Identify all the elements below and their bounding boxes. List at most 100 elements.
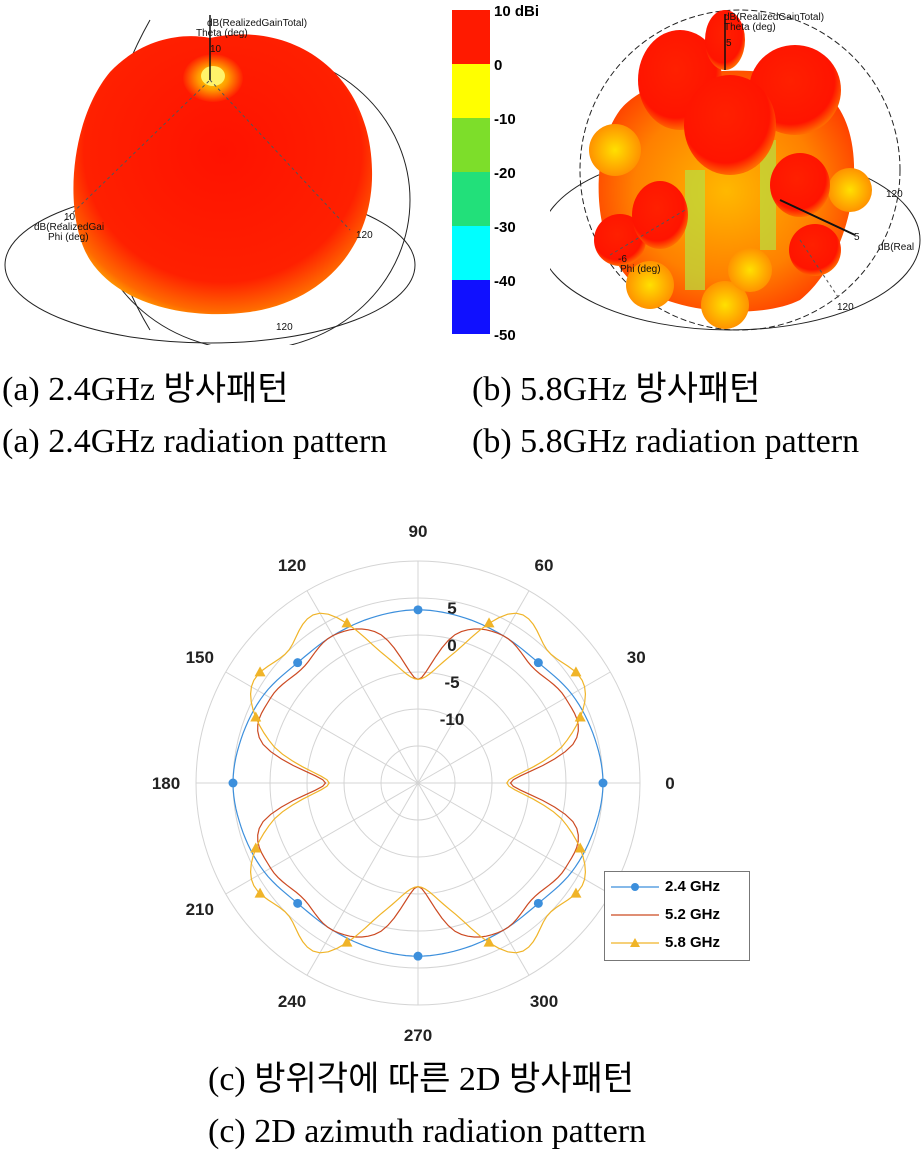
colorbar: 10 dBi 0 -10 -20 -30 -40 -50 (440, 0, 550, 360)
angle-tick-60: 60 (535, 556, 554, 575)
grid-spoke-150 (225, 671, 419, 784)
legend-swatch-3 (611, 938, 659, 947)
caption-b-ko: (b) 5.8GHz 방사패턴 (472, 371, 761, 408)
plot-title-b: dB(RealizedGainTotal) (724, 12, 824, 23)
legend-item-2: 5.2 GHz (605, 902, 749, 928)
ring-tick-b-2: 120 (837, 302, 854, 313)
legend-item-3: 5.8 GHz (605, 930, 749, 956)
plot-title-a: dB(RealizedGainTotal) (207, 18, 307, 29)
phi-label-b: Phi (deg) (620, 264, 661, 275)
axis-b-4 (799, 239, 841, 301)
colorbar-label-0: 10 dBi (494, 3, 539, 20)
green-band-b (685, 170, 705, 290)
r-tick-0: 5 (447, 599, 456, 618)
marker-2-4ghz-6 (413, 951, 423, 961)
marker-2-4ghz-3 (293, 658, 303, 668)
marker-2-4ghz-5 (293, 898, 303, 908)
caption-a-en: (a) 2.4GHz radiation pattern (2, 423, 388, 460)
colorbar-segment-4 (452, 226, 490, 280)
angle-tick-240: 240 (278, 992, 306, 1011)
polar-chart: 0 30 60 90 120 150 180 210 240 270 300 5 0 -5 -10 (152, 522, 675, 1045)
axis-b-3 (609, 209, 686, 256)
colorbar-segment-2 (452, 118, 490, 172)
colorbar-segment-3 (452, 172, 490, 226)
colorbar-svg: 10 dBi 0 -10 -20 -30 -40 -50 (452, 3, 539, 344)
gain-label-b: dB(Real (878, 242, 914, 253)
phi-label-a: Phi (deg) (48, 232, 89, 243)
marker-5-8ghz-0 (574, 711, 586, 722)
ring-tick-a-2: 120 (276, 322, 293, 333)
theta-tick-b: 5 (726, 38, 732, 49)
gain-label-a: dB(RealizedGai (34, 222, 104, 233)
grid-spoke-60 (417, 590, 530, 784)
series-line-1 (257, 628, 579, 938)
grid-spoke-30 (417, 671, 611, 784)
small-lobe-5 (789, 224, 841, 276)
marker-5-8ghz-1 (483, 617, 495, 628)
caption-c-en: (c) 2D azimuth radiation pattern (208, 1113, 647, 1150)
ring-tick-a-1: 120 (356, 230, 373, 241)
marker-5-8ghz-2 (341, 617, 353, 628)
angle-tick-90: 90 (409, 522, 428, 541)
legend-swatch-2 (611, 914, 659, 916)
colorbar-label-3: -20 (494, 165, 516, 182)
theta-label-a: Theta (deg) (196, 28, 248, 39)
grid-spoke-240 (306, 782, 419, 976)
series-line-2 (249, 612, 587, 954)
marker-2-4ghz-0 (598, 778, 608, 788)
colorbar-label-2: -10 (494, 111, 516, 128)
figure-b-svg: dB(RealizedGainTotal) Theta (deg) 5 120 … (539, 9, 921, 331)
small-lobe-6 (828, 168, 872, 212)
legend-label-3: 5.8 GHz (665, 934, 721, 951)
legend-swatch-1 (611, 883, 659, 891)
marker-5-8ghz-8 (570, 666, 582, 677)
grid-spoke-330 (417, 782, 611, 895)
legend-label-2: 5.2 GHz (665, 906, 721, 923)
orbit-ring-b-2 (579, 9, 901, 331)
colorbar-segment-0 (452, 10, 490, 64)
colorbar-segment-5 (452, 280, 490, 334)
angle-tick-270: 270 (404, 1026, 432, 1045)
angle-tick-180: 180 (152, 774, 180, 793)
angle-tick-300: 300 (530, 992, 558, 1011)
grid-spoke-120 (306, 590, 419, 784)
angle-tick-150: 150 (186, 648, 214, 667)
legend-label-1: 2.4 GHz (665, 878, 721, 895)
caption-b-en: (b) 5.8GHz radiation pattern (472, 423, 860, 460)
figure-a-3d-pattern: dB(RealizedGainTotal) Theta (deg) 10 10 … (0, 0, 440, 351)
small-lobe-3 (626, 261, 674, 309)
grid-spoke-300 (417, 782, 530, 976)
side-lobe-right (770, 153, 830, 217)
marker-5-8ghz-10 (254, 887, 266, 898)
marker-5-8ghz-6 (483, 936, 495, 947)
r-tick-3: -10 (440, 710, 465, 729)
axis-b-2 (779, 199, 856, 236)
angle-tick-210: 210 (186, 900, 214, 919)
colorbar-label-1: 0 (494, 57, 502, 74)
figure-a-svg: dB(RealizedGainTotal) Theta (deg) 10 10 … (4, 15, 416, 351)
small-lobe-2 (594, 214, 646, 266)
legend: 2.4 GHz 5.2 GHz 5.8 GHz (604, 871, 750, 961)
left-tick-b: -6 (618, 254, 627, 265)
marker-5-8ghz-3 (250, 711, 262, 722)
grid-spoke-210 (225, 782, 419, 895)
ring-tick-b-1: 120 (886, 189, 903, 200)
marker-5-8ghz-5 (341, 936, 353, 947)
marker-2-4ghz-2 (413, 605, 423, 615)
y-axis (209, 79, 351, 231)
marker-5-8ghz-7 (574, 842, 586, 853)
side-tick-a: 10 (64, 212, 76, 223)
angle-tick-30: 30 (627, 648, 646, 667)
marker-5-8ghz-11 (570, 887, 582, 898)
r-tick-1: 0 (447, 636, 456, 655)
colorbar-segment-1 (452, 64, 490, 118)
angle-tick-120: 120 (278, 556, 306, 575)
caption-a-ko: (a) 2.4GHz 방사패턴 (2, 371, 289, 408)
marker-2-4ghz-7 (533, 898, 543, 908)
colorbar-label-6: -50 (494, 327, 516, 344)
marker-2-4ghz-4 (228, 778, 238, 788)
radiation-lobe-2-4ghz (73, 34, 373, 315)
marker-5-8ghz-9 (254, 666, 266, 677)
caption-c-ko: (c) 방위각에 따른 2D 방사패턴 (208, 1061, 635, 1098)
side-lobe-left (632, 181, 688, 249)
